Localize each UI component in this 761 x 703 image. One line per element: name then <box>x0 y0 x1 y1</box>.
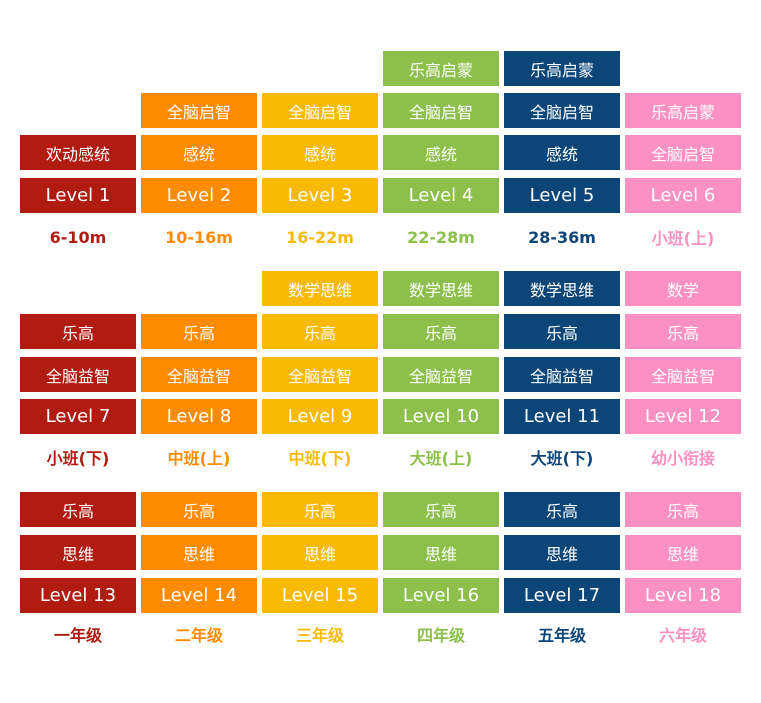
age-label: 16-22m <box>286 227 354 247</box>
tag-cell: 全脑益智 <box>383 357 499 392</box>
tag-cell: 欢动感统 <box>20 135 136 170</box>
tag-cell: 乐高 <box>141 492 257 527</box>
level-12-cell: Level 12 <box>625 399 741 434</box>
level-8-cell: Level 8 <box>141 399 257 434</box>
tag-cell: 乐高 <box>262 314 378 349</box>
age-label: 六年级 <box>658 626 707 645</box>
tag-cell: 思维 <box>625 535 741 570</box>
tag-cell: 全脑益智 <box>625 357 741 392</box>
tag-cell: 数学思维 <box>262 271 378 306</box>
level-4-cell: Level 4 <box>383 178 499 213</box>
level-6-cell: Level 6 <box>625 178 741 213</box>
tag-cell: 全脑益智 <box>504 357 620 392</box>
age-label: 小班(上) <box>651 229 715 248</box>
tag-cell: 全脑启智 <box>141 93 257 128</box>
age-label: 小班(下) <box>46 449 110 468</box>
tag-cell: 思维 <box>383 535 499 570</box>
tag-cell: 感统 <box>141 135 257 170</box>
age-label: 6-10m <box>49 227 107 247</box>
tag-cell: 全脑益智 <box>20 357 136 392</box>
age-label: 大班(下) <box>530 449 594 468</box>
age-label: 二年级 <box>174 626 223 645</box>
tag-cell: 感统 <box>262 135 378 170</box>
tag-cell: 乐高 <box>383 492 499 527</box>
level-2-cell: Level 2 <box>141 178 257 213</box>
age-label: 幼小衔接 <box>650 449 715 468</box>
tag-cell: 乐高启蒙 <box>625 93 741 128</box>
age-label: 大班(上) <box>409 449 473 468</box>
tag-cell: 全脑启智 <box>383 93 499 128</box>
level-15-cell: Level 15 <box>262 578 378 613</box>
level-1-cell: Level 1 <box>20 178 136 213</box>
age-label: 10-16m <box>165 227 233 247</box>
tag-cell: 全脑启智 <box>262 93 378 128</box>
tag-cell: 数学思维 <box>383 271 499 306</box>
tag-cell: 乐高 <box>141 314 257 349</box>
level-5-cell: Level 5 <box>504 178 620 213</box>
level-3-cell: Level 3 <box>262 178 378 213</box>
tag-cell: 乐高 <box>262 492 378 527</box>
tag-cell: 感统 <box>383 135 499 170</box>
level-13-cell: Level 13 <box>20 578 136 613</box>
tag-cell: 乐高 <box>504 314 620 349</box>
age-label: 中班(下) <box>288 449 352 468</box>
level-14-cell: Level 14 <box>141 578 257 613</box>
age-label: 28-36m <box>528 227 596 247</box>
tag-cell: 思维 <box>262 535 378 570</box>
tag-cell: 思维 <box>20 535 136 570</box>
level-10-cell: Level 10 <box>383 399 499 434</box>
tag-cell: 乐高 <box>20 314 136 349</box>
age-label: 一年级 <box>53 626 102 645</box>
tag-cell: 数学思维 <box>504 271 620 306</box>
level-9-cell: Level 9 <box>262 399 378 434</box>
tag-cell: 全脑益智 <box>262 357 378 392</box>
tag-cell: 思维 <box>504 535 620 570</box>
tag-cell: 全脑益智 <box>141 357 257 392</box>
level-7-cell: Level 7 <box>20 399 136 434</box>
age-label: 五年级 <box>537 626 586 645</box>
tag-cell: 全脑启智 <box>504 93 620 128</box>
level-11-cell: Level 11 <box>504 399 620 434</box>
age-label: 四年级 <box>416 626 465 645</box>
age-label: 中班(上) <box>167 449 231 468</box>
tag-cell: 乐高 <box>504 492 620 527</box>
level-16-cell: Level 16 <box>383 578 499 613</box>
tag-cell: 感统 <box>504 135 620 170</box>
tag-cell: 全脑启智 <box>625 135 741 170</box>
tag-cell: 乐高 <box>625 314 741 349</box>
tag-cell: 乐高启蒙 <box>383 51 499 86</box>
tag-cell: 思维 <box>141 535 257 570</box>
tag-cell: 乐高 <box>383 314 499 349</box>
age-label: 三年级 <box>295 626 344 645</box>
tag-cell: 数学 <box>625 271 741 306</box>
tag-cell: 乐高启蒙 <box>504 51 620 86</box>
tag-cell: 乐高 <box>625 492 741 527</box>
level-18-cell: Level 18 <box>625 578 741 613</box>
level-17-cell: Level 17 <box>504 578 620 613</box>
tag-cell: 乐高 <box>20 492 136 527</box>
age-label: 22-28m <box>407 227 475 247</box>
